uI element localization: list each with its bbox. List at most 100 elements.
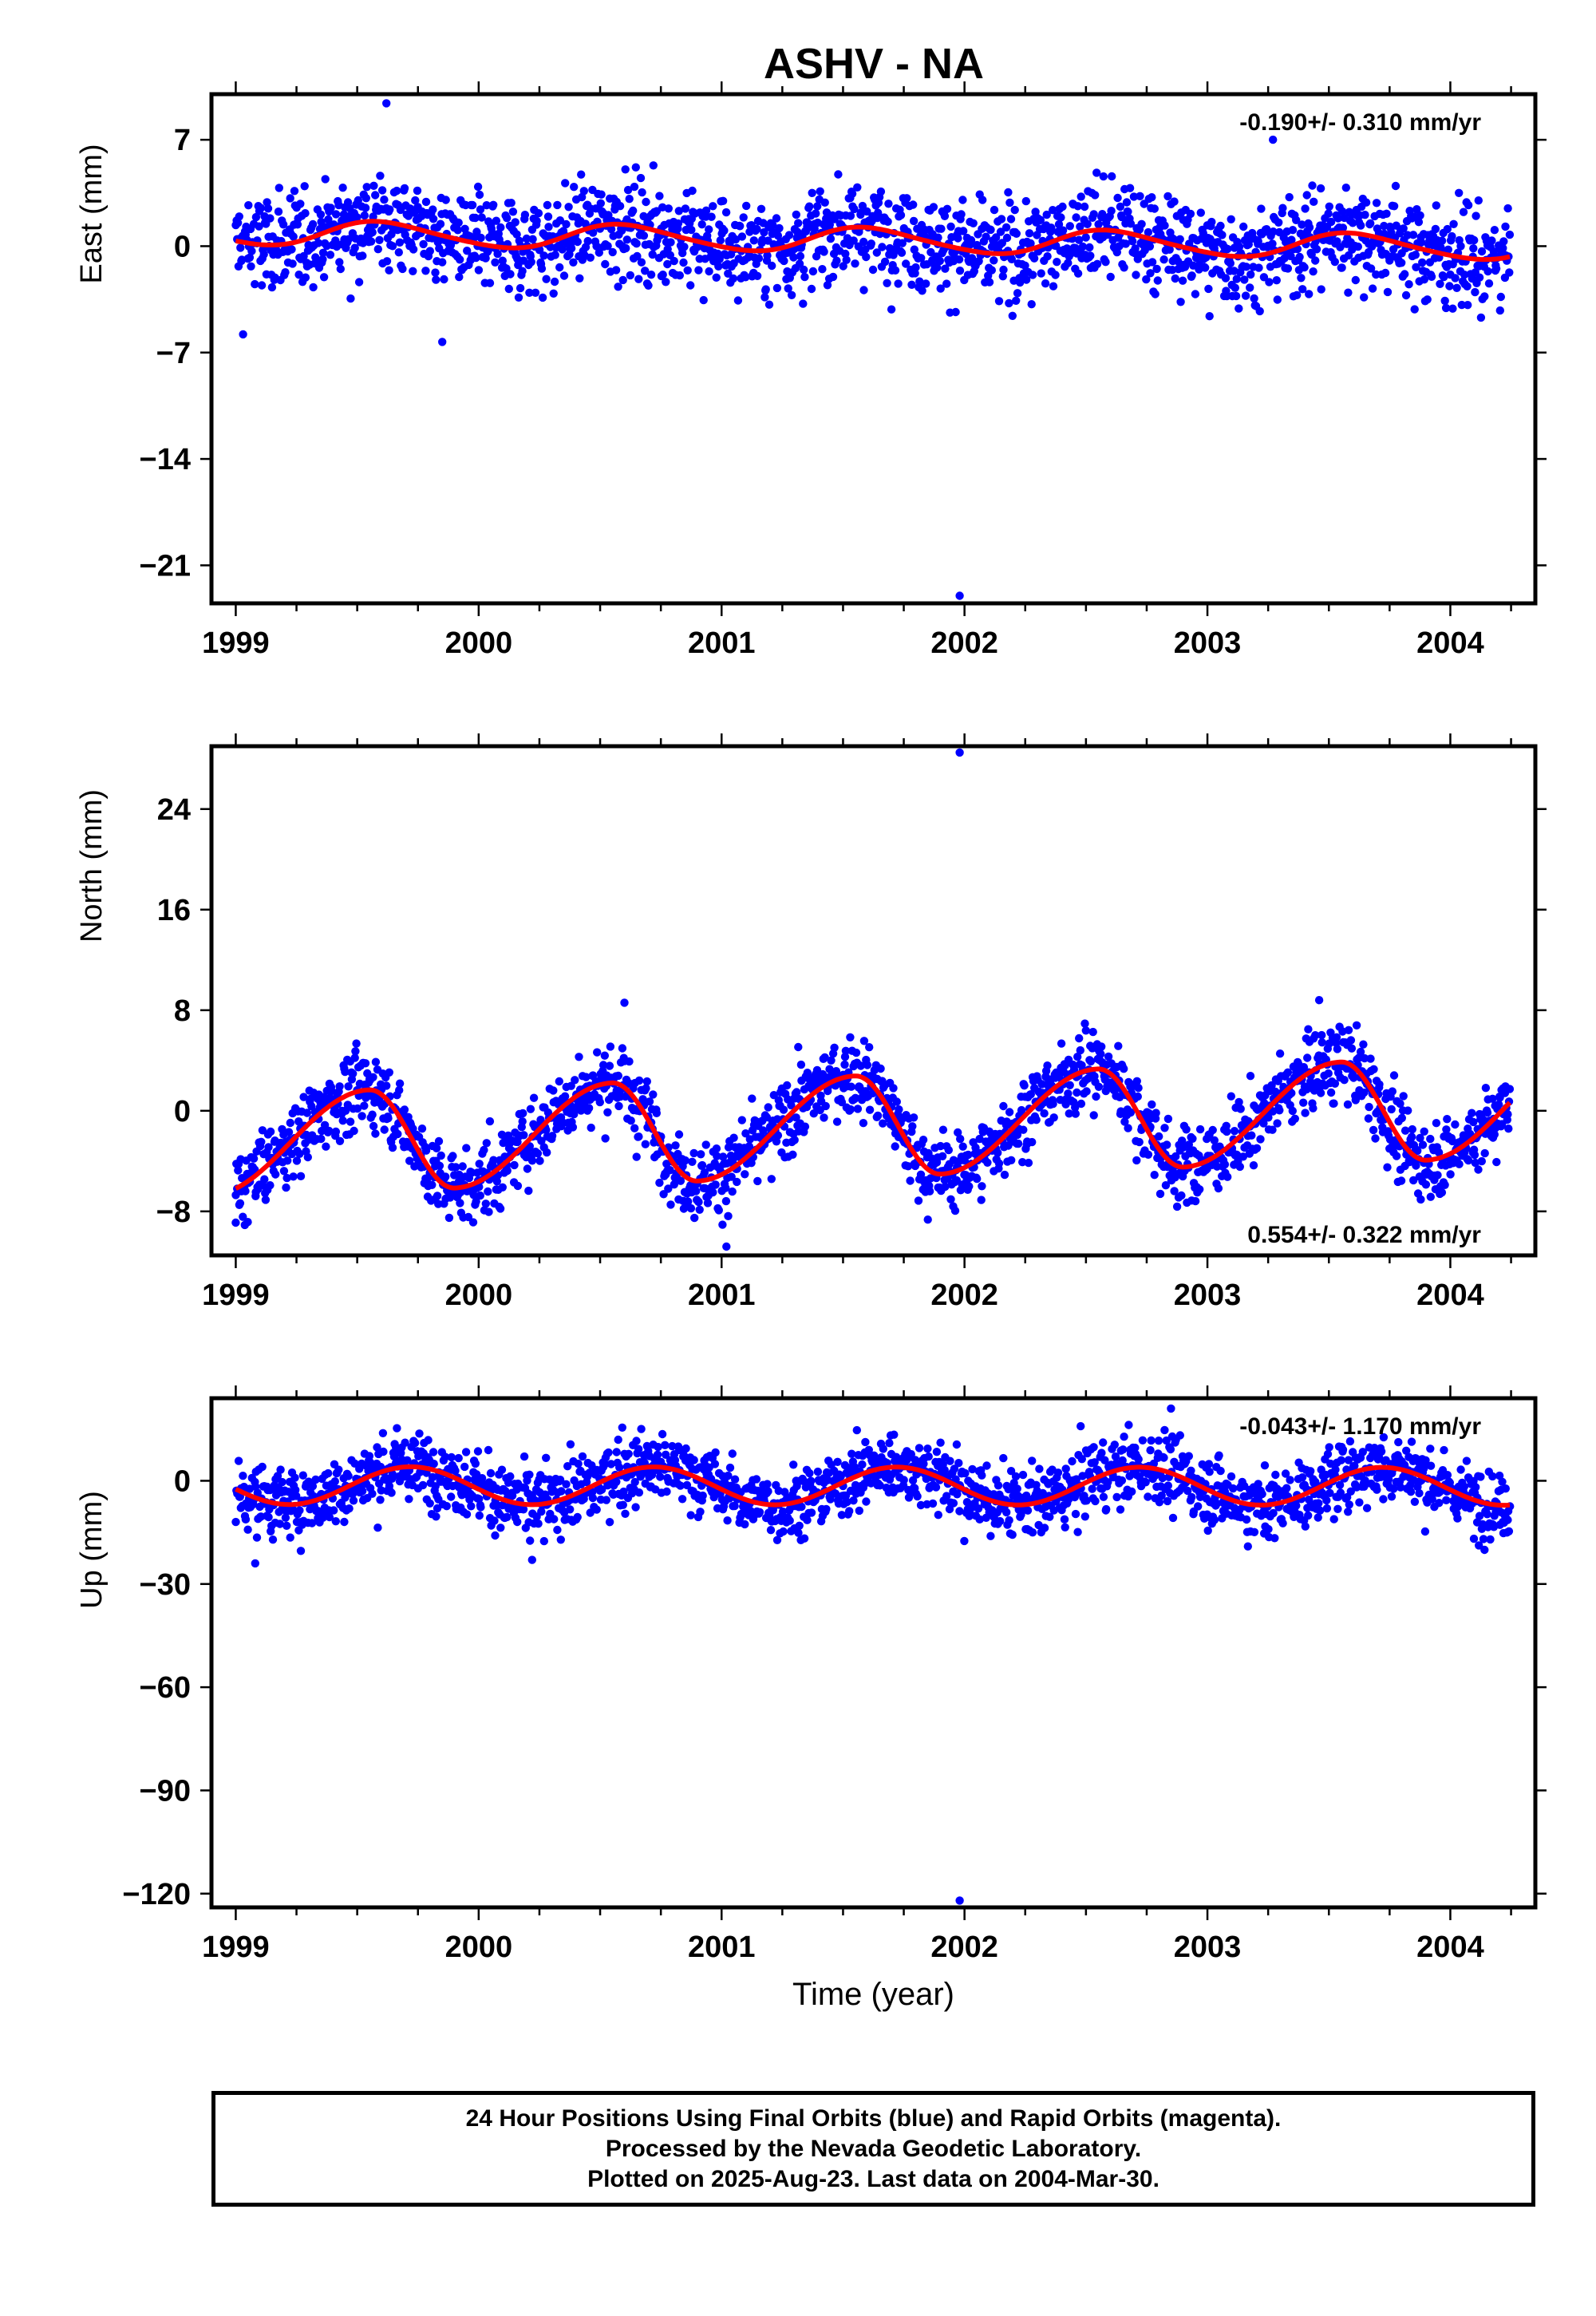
data-point <box>859 1037 869 1045</box>
data-point <box>1409 1176 1418 1185</box>
y-tick-label: 16 <box>157 894 191 927</box>
data-point <box>377 186 387 195</box>
data-point <box>1104 1052 1113 1061</box>
data-point <box>634 275 643 283</box>
data-point <box>581 219 590 228</box>
data-point <box>1073 1053 1082 1061</box>
data-point <box>377 1486 385 1495</box>
data-point <box>395 1085 404 1095</box>
data-point <box>601 259 610 269</box>
data-point <box>853 1105 863 1113</box>
data-point <box>1369 1065 1378 1074</box>
data-point <box>1255 306 1264 316</box>
data-point <box>455 272 464 282</box>
data-point <box>714 262 723 271</box>
data-point <box>917 254 926 263</box>
data-point <box>275 1520 284 1528</box>
data-point <box>432 275 440 284</box>
data-point <box>862 252 871 262</box>
data-point <box>641 1140 650 1148</box>
data-point <box>666 238 675 247</box>
data-point <box>922 279 930 288</box>
data-point <box>761 285 770 294</box>
data-point <box>933 263 942 272</box>
data-point <box>1361 198 1371 207</box>
data-point <box>1239 222 1248 231</box>
data-point <box>827 1056 836 1065</box>
data-point <box>656 1472 665 1481</box>
data-point <box>475 1511 484 1520</box>
data-point <box>413 186 422 196</box>
data-point <box>694 266 703 275</box>
data-point <box>1388 1087 1397 1096</box>
data-point <box>622 243 630 253</box>
data-point <box>950 1464 959 1473</box>
data-point <box>573 237 582 247</box>
data-point <box>425 1499 434 1508</box>
x-tick-label: 2004 <box>1416 626 1484 660</box>
data-point <box>1381 268 1390 278</box>
data-point <box>889 1084 898 1093</box>
data-point <box>1329 1099 1338 1108</box>
outlier-point <box>1314 996 1324 1005</box>
data-point <box>518 267 527 275</box>
data-point <box>1026 239 1035 248</box>
data-point <box>1441 303 1451 313</box>
data-point <box>1223 1127 1231 1136</box>
data-point <box>1043 252 1052 261</box>
data-point <box>914 1196 923 1205</box>
data-point <box>259 250 268 259</box>
data-point <box>1275 1049 1285 1058</box>
data-point <box>1019 1125 1028 1134</box>
data-point <box>1058 202 1067 211</box>
data-point <box>1469 1117 1478 1127</box>
data-point <box>405 1156 414 1165</box>
data-point <box>472 1197 480 1206</box>
data-point <box>982 232 990 241</box>
data-point <box>753 1176 762 1186</box>
data-point <box>895 1105 903 1114</box>
data-point <box>1163 1114 1173 1124</box>
data-point <box>464 1212 473 1222</box>
data-point <box>1256 1135 1265 1144</box>
data-point <box>614 1071 622 1081</box>
data-point <box>671 1141 680 1150</box>
data-point <box>1073 1528 1082 1536</box>
data-point <box>1086 1057 1096 1066</box>
data-point <box>878 243 887 251</box>
data-point <box>957 210 966 219</box>
data-point <box>986 1531 995 1540</box>
data-point <box>375 235 384 244</box>
data-point <box>1464 301 1472 310</box>
data-point <box>1399 224 1408 233</box>
data-point <box>863 1061 872 1069</box>
data-point <box>278 1477 286 1487</box>
data-point <box>741 1170 749 1179</box>
data-point <box>574 1459 583 1468</box>
data-point <box>831 1489 840 1498</box>
data-point <box>1027 300 1036 309</box>
data-point <box>755 1508 764 1517</box>
data-point <box>1073 269 1083 278</box>
data-point <box>974 1504 983 1513</box>
data-point <box>653 1450 662 1460</box>
data-point <box>282 1173 291 1183</box>
data-point <box>566 1440 575 1449</box>
data-point <box>555 1077 563 1086</box>
data-point <box>1414 218 1424 227</box>
data-point <box>982 1461 991 1470</box>
data-point <box>523 1164 532 1173</box>
data-point <box>832 1117 842 1126</box>
data-point <box>1455 1160 1464 1168</box>
data-point <box>393 1129 402 1139</box>
data-point <box>721 1196 731 1206</box>
data-point <box>239 1212 247 1221</box>
data-point <box>604 1448 613 1457</box>
data-point <box>800 1534 809 1543</box>
data-point <box>1053 1468 1063 1477</box>
data-point <box>575 274 584 283</box>
data-point <box>1061 1464 1070 1473</box>
data-point <box>1231 283 1240 292</box>
data-point <box>257 1137 266 1147</box>
